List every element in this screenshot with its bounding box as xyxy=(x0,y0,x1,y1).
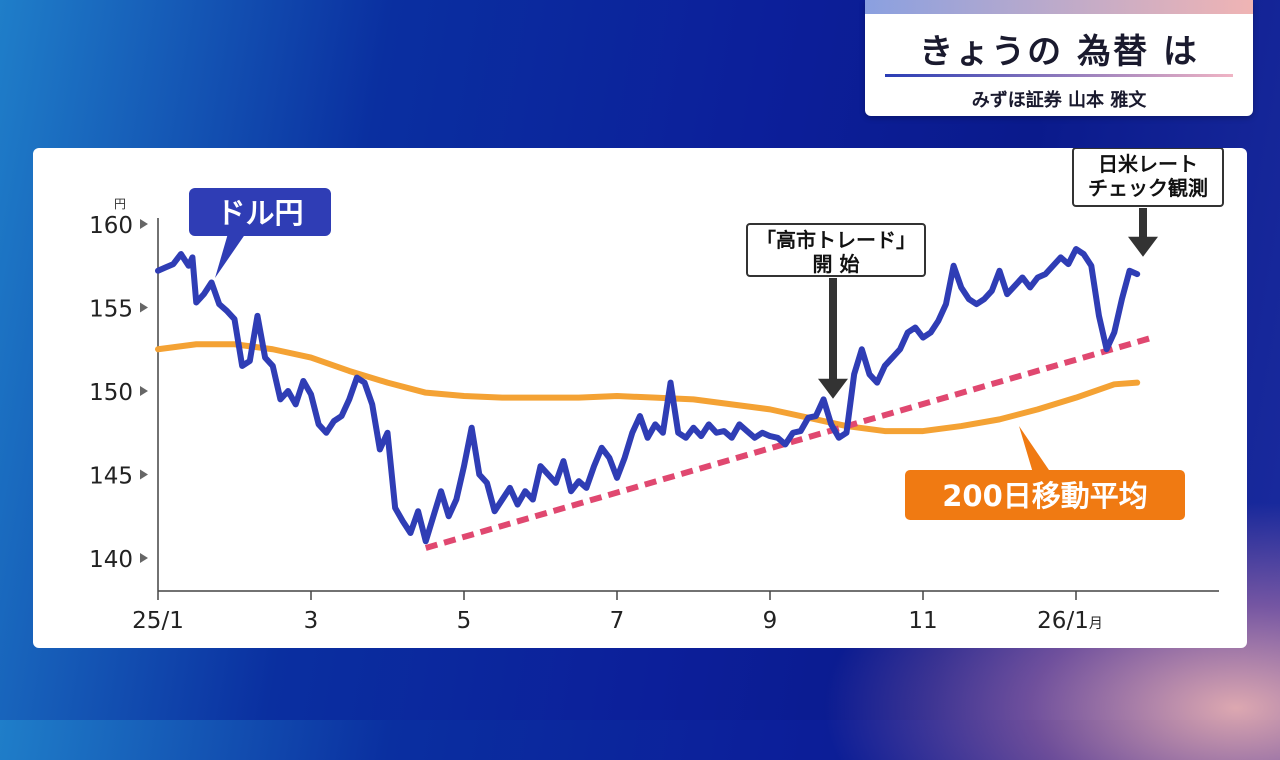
y-tick-label: 145 xyxy=(89,464,133,490)
x-tick-label: 3 xyxy=(304,608,319,634)
ma200-label-box xyxy=(905,470,1185,520)
page-subtitle: みずほ証券 山本 雅文 xyxy=(971,90,1147,111)
annotation-arrow-shaft xyxy=(1139,208,1147,239)
annotation-text: チェック観測 xyxy=(1088,176,1208,200)
x-tick-value: 5 xyxy=(457,608,472,634)
x-tick-value: 9 xyxy=(763,608,778,634)
title-card: きょうの 為替 は みずほ証券 山本 雅文 xyxy=(865,0,1253,116)
y-unit-label: 円 xyxy=(114,197,126,211)
title-divider xyxy=(885,74,1233,77)
x-tick-label: 9 xyxy=(763,608,778,634)
x-tick-value: 3 xyxy=(304,608,319,634)
x-tick-value: 25/1 xyxy=(132,608,184,634)
y-tick-label: 155 xyxy=(89,297,133,323)
chart-panel: 円 160 155 150 145 140 25/1 3 5 7 9 11 26/1月 ドル円 200日移動… xyxy=(33,148,1247,648)
title-topbar xyxy=(865,0,1253,14)
y-tick-label: 160 xyxy=(89,213,133,239)
x-tick-label: 26/1月 xyxy=(1037,608,1103,634)
annotation-box xyxy=(1072,148,1224,207)
y-tick-marker xyxy=(140,219,148,229)
ma200-line xyxy=(155,341,1141,435)
x-tick-value: 7 xyxy=(610,608,625,634)
x-tick-label: 11 xyxy=(908,608,937,634)
ma200-label-pointer xyxy=(1019,426,1051,473)
support-trendline xyxy=(424,334,1154,551)
y-tick-marker xyxy=(140,469,148,480)
annotation-text: 日米レート xyxy=(1098,152,1198,176)
annotation-text: 開 始 xyxy=(813,252,860,276)
usdjpy-label-box xyxy=(189,188,331,236)
y-tick-marker xyxy=(140,553,148,563)
ma200-label: 200日移動平均 xyxy=(942,479,1148,513)
annotation-text: 「高市トレード」 xyxy=(756,228,916,252)
usdjpy-line xyxy=(155,246,1141,545)
annotation-arrow-head xyxy=(818,378,848,399)
x-tick-suffix: 月 xyxy=(1089,616,1103,632)
x-tick-label: 5 xyxy=(457,608,472,634)
x-tick-value: 26/1 xyxy=(1037,608,1089,634)
usdjpy-label: ドル円 xyxy=(216,196,303,230)
y-tick-marker xyxy=(140,302,148,313)
x-tick-label: 7 xyxy=(610,608,625,634)
annotation-arrow-shaft xyxy=(829,278,837,381)
y-tick-label: 140 xyxy=(89,547,133,573)
usdjpy-label-pointer xyxy=(215,230,248,278)
annotation-arrow-head xyxy=(1128,236,1158,257)
y-tick-label: 150 xyxy=(89,380,133,406)
x-tick-value: 11 xyxy=(908,608,937,634)
x-tick-label: 25/1 xyxy=(132,608,184,634)
page-title: きょうの 為替 は xyxy=(919,32,1199,72)
y-tick-marker xyxy=(140,386,148,396)
usdjpy-chart: 円 160 155 150 145 140 25/1 3 5 7 9 11 26/1月 ドル円 200日移動… xyxy=(89,148,1224,634)
annotation-box xyxy=(746,223,926,277)
